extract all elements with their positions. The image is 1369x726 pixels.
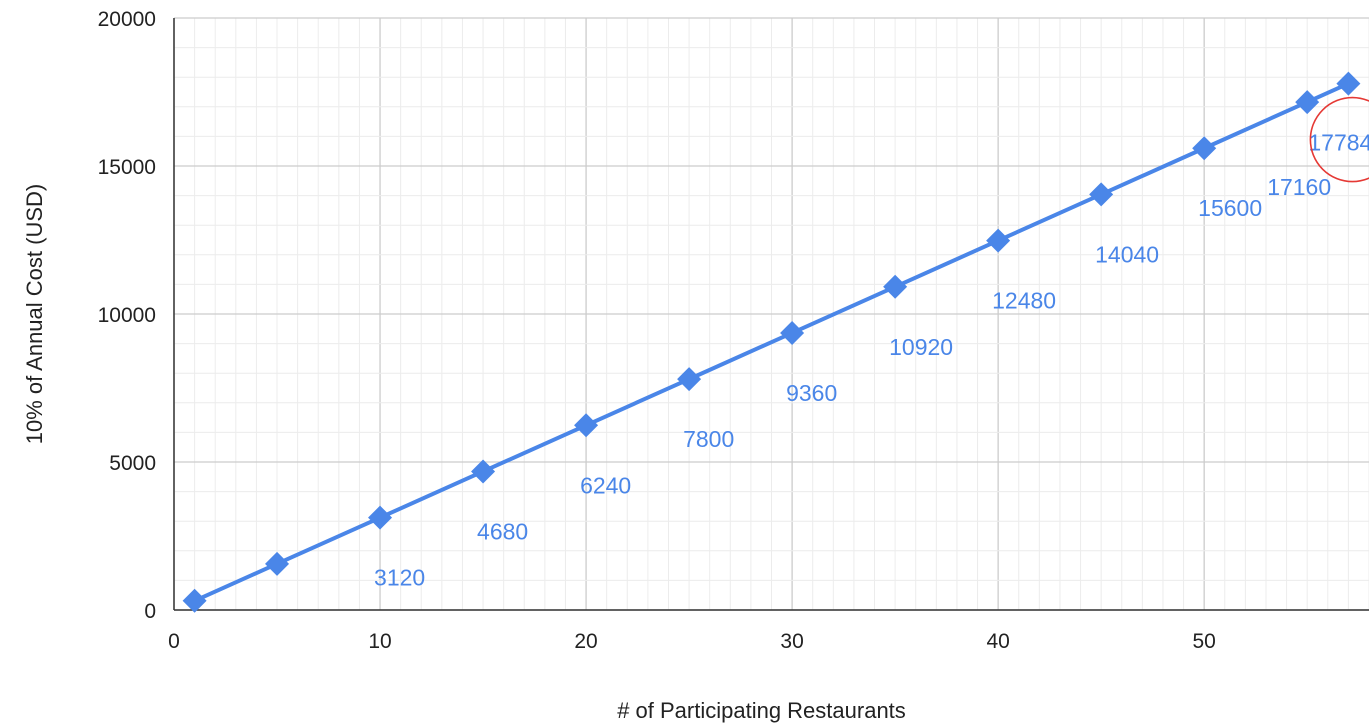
data-point bbox=[1295, 90, 1320, 115]
annotations bbox=[1309, 96, 1369, 183]
data-point bbox=[574, 413, 599, 438]
data-point bbox=[368, 505, 393, 530]
y-tick-label: 0 bbox=[144, 600, 156, 623]
data-point bbox=[1089, 182, 1114, 207]
data-label: 17784 bbox=[1308, 130, 1369, 156]
y-axis-title: 10% of Annual Cost (USD) bbox=[22, 184, 47, 444]
data-point bbox=[182, 588, 207, 613]
x-tick-label: 50 bbox=[1192, 630, 1215, 653]
data-point bbox=[883, 274, 908, 299]
data-point bbox=[265, 551, 290, 576]
y-tick-label: 5000 bbox=[109, 452, 156, 475]
data-label: 4680 bbox=[477, 518, 528, 544]
x-tick-label: 30 bbox=[780, 630, 803, 653]
x-tick-label: 0 bbox=[168, 630, 180, 653]
data-label: 3120 bbox=[374, 565, 425, 591]
data-point bbox=[471, 459, 496, 484]
x-tick-label: 10 bbox=[368, 630, 391, 653]
data-labels: 3120 4680 6240 7800 9360 10920 12480 14040 15600… bbox=[374, 130, 1369, 591]
highlight-circle bbox=[1309, 96, 1369, 183]
y-tick-label: 10000 bbox=[98, 304, 156, 327]
data-label: 12480 bbox=[992, 288, 1056, 314]
data-point bbox=[677, 367, 702, 392]
data-label: 15600 bbox=[1198, 195, 1262, 221]
data-point bbox=[780, 320, 805, 345]
tick-labels: 0 10 20 30 40 50 0 5000 10000 15000 20000 bbox=[98, 8, 1216, 653]
data-label: 10920 bbox=[889, 334, 953, 360]
data-label: 17160 bbox=[1267, 174, 1331, 200]
series bbox=[182, 71, 1361, 613]
x-tick-label: 20 bbox=[574, 630, 597, 653]
x-axis-title: # of Participating Restaurants bbox=[617, 698, 906, 723]
data-label: 6240 bbox=[580, 472, 631, 498]
data-point bbox=[1336, 71, 1361, 96]
data-label: 14040 bbox=[1095, 241, 1159, 267]
axes bbox=[173, 18, 1369, 611]
grid-lines bbox=[173, 17, 1369, 611]
x-tick-label: 40 bbox=[986, 630, 1009, 653]
data-point bbox=[986, 228, 1011, 253]
y-tick-label: 15000 bbox=[98, 156, 156, 179]
y-tick-label: 20000 bbox=[98, 8, 156, 31]
data-point bbox=[1192, 136, 1217, 161]
data-label: 7800 bbox=[683, 426, 734, 452]
data-label: 9360 bbox=[786, 380, 837, 406]
